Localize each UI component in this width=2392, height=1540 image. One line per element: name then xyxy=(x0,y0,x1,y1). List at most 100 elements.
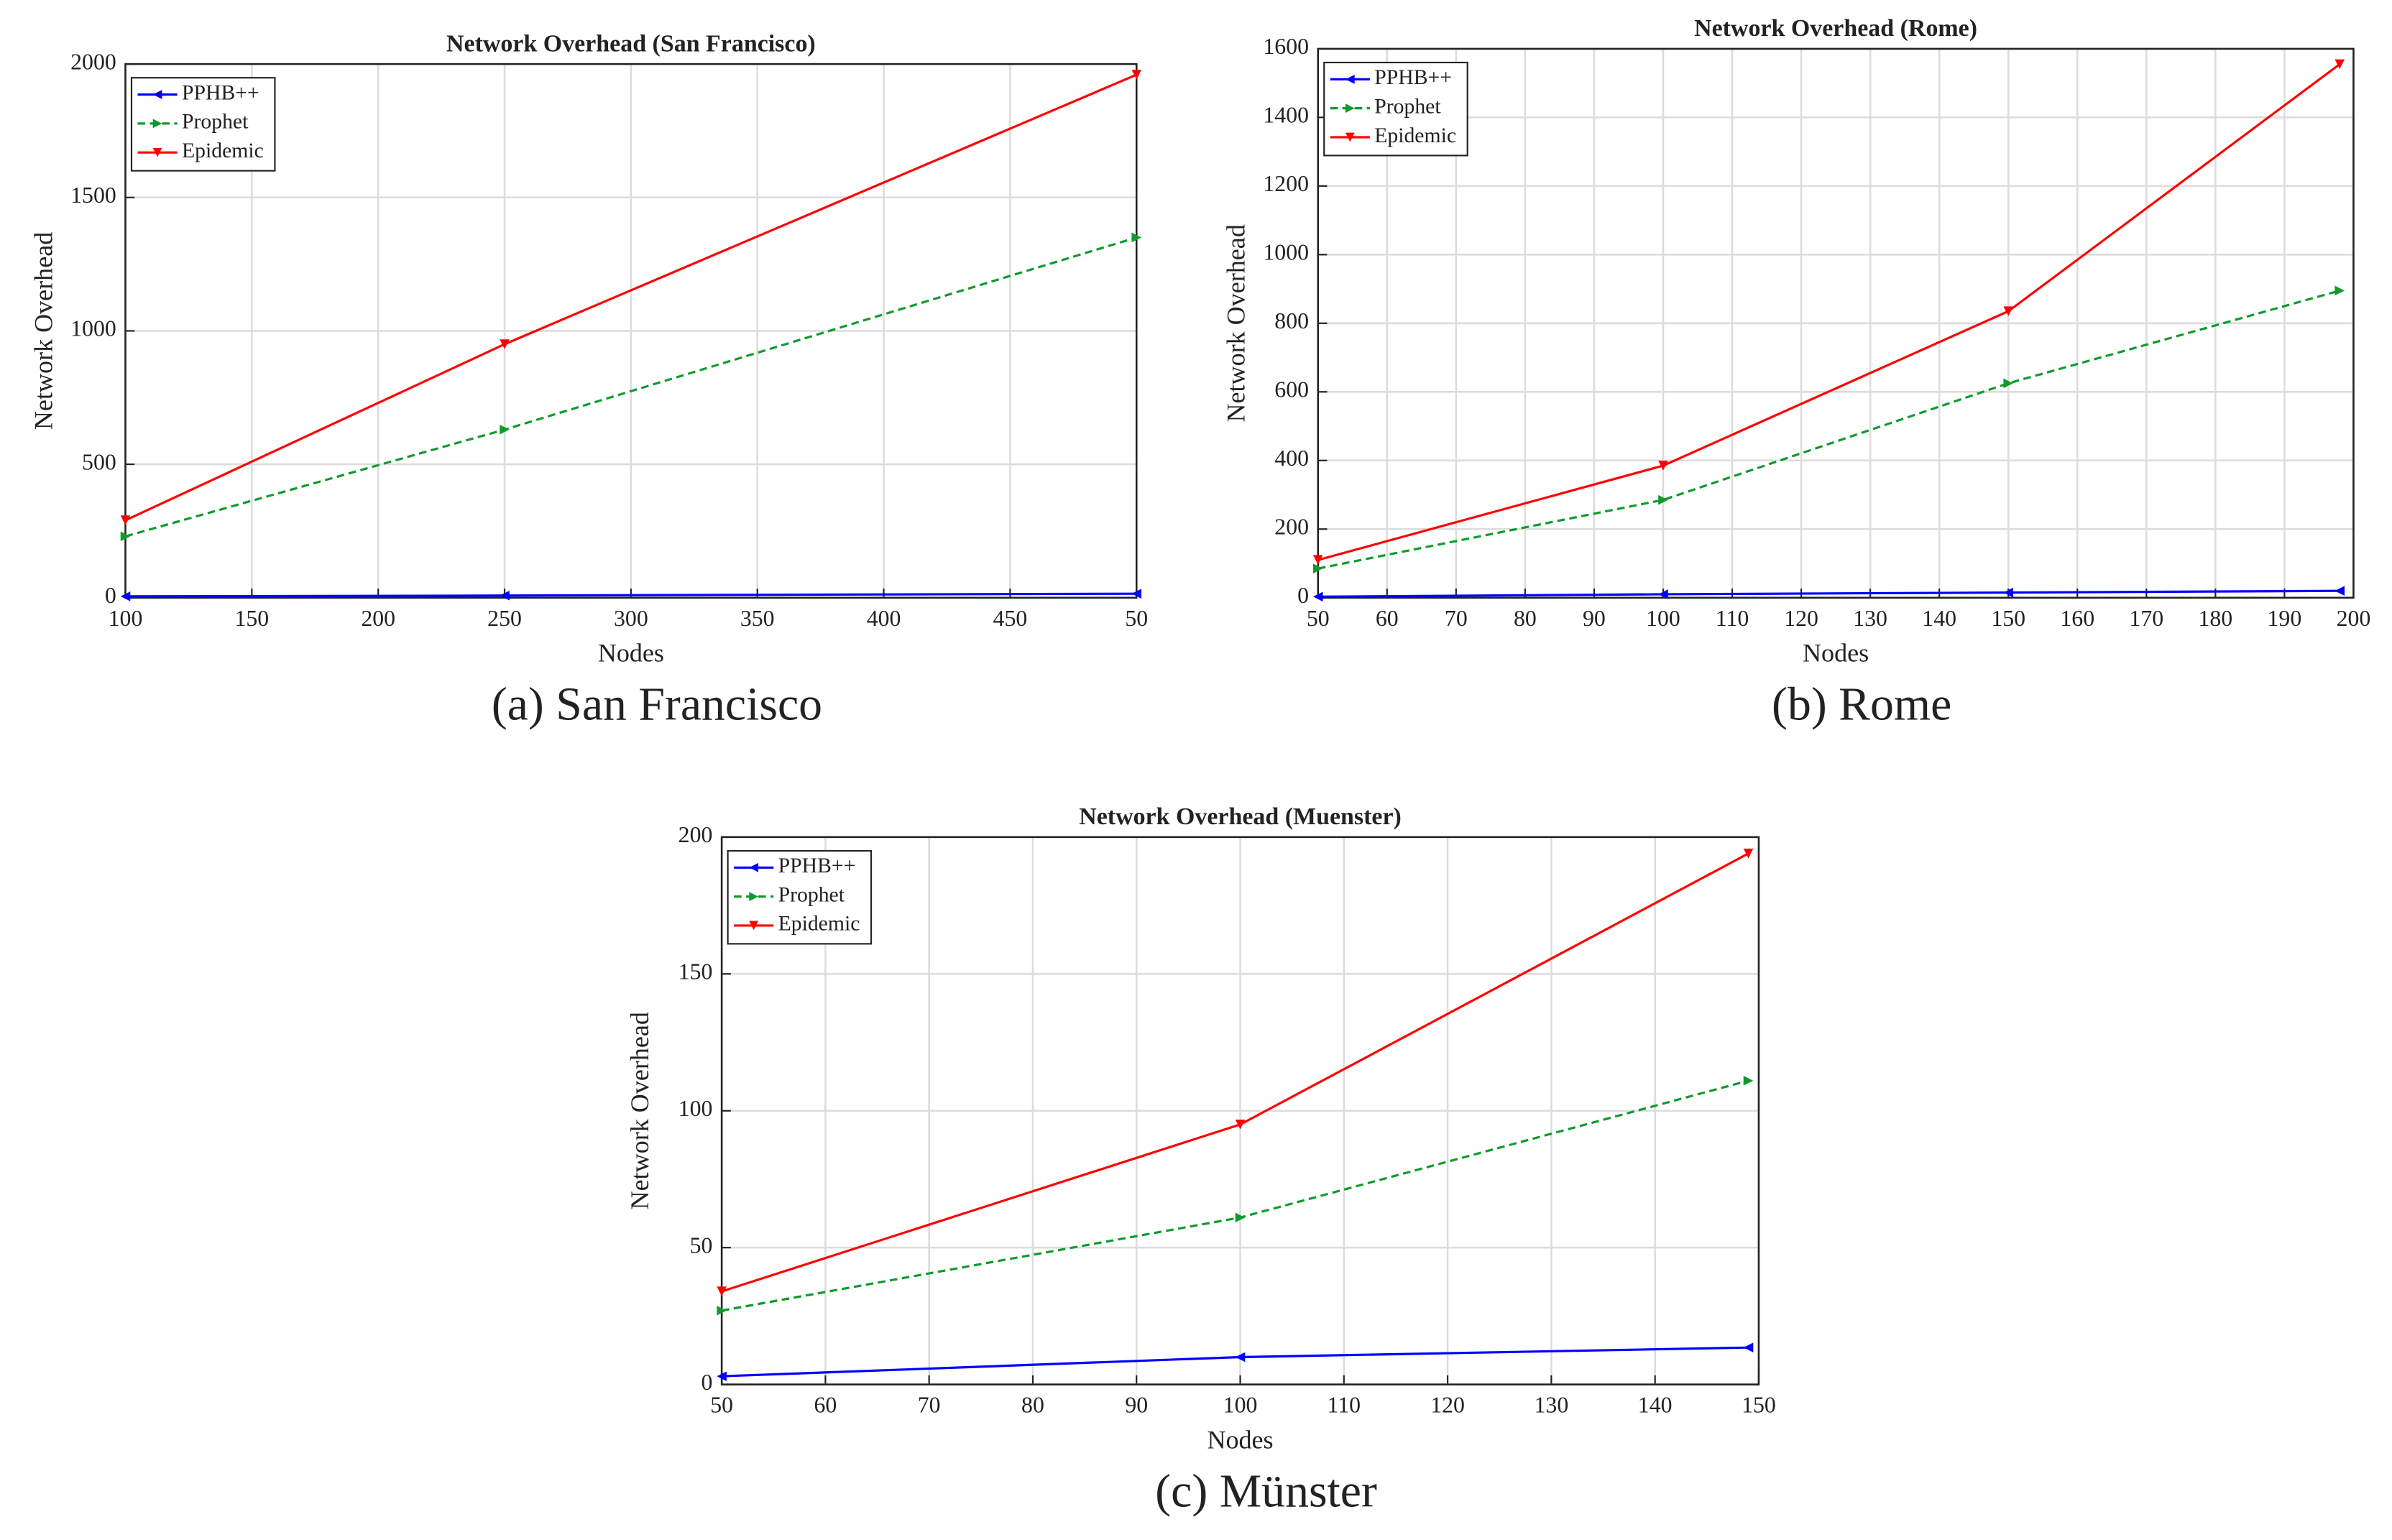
chart-title: Network Overhead (Muenster) xyxy=(1079,803,1402,830)
data-point xyxy=(717,1305,727,1316)
x-tick-label: 180 xyxy=(2198,606,2232,631)
x-tick-label: 100 xyxy=(1646,606,1680,631)
legend-marker xyxy=(152,119,162,129)
chart-title: Network Overhead (San Francisco) xyxy=(446,30,816,57)
y-tick-label: 150 xyxy=(678,959,713,985)
plot-frame xyxy=(124,63,1138,599)
x-tick-label: 250 xyxy=(487,606,522,631)
data-point xyxy=(1312,591,1323,602)
legend-label: Epidemic xyxy=(1374,124,1456,147)
y-tick-label: 1200 xyxy=(1263,171,1309,196)
x-tick-label: 120 xyxy=(1430,1393,1465,1418)
caption: (c) Münster xyxy=(1155,1465,1377,1518)
legend-label: PPHB++ xyxy=(182,81,259,104)
y-tick-label: 0 xyxy=(701,1370,712,1395)
data-point xyxy=(1743,1342,1754,1352)
y-tick-label: 800 xyxy=(1274,308,1309,333)
data-point xyxy=(1312,555,1323,566)
y-tick-label: 2000 xyxy=(70,49,116,74)
plot-frame xyxy=(720,836,1760,1385)
series-line xyxy=(1317,289,2340,570)
data-point xyxy=(120,515,131,525)
data-point xyxy=(1131,232,1142,243)
y-tick-label: 600 xyxy=(1274,377,1309,402)
legend-marker xyxy=(152,90,162,99)
x-tick-label: 150 xyxy=(1742,1393,1776,1418)
x-tick-label: 110 xyxy=(1328,1393,1361,1418)
y-tick-label: 1500 xyxy=(70,183,116,208)
caption: (a) San Francisco xyxy=(492,678,822,731)
chart: 50 60 70 80 90 100 110 120 130 140 150050100150200… xyxy=(625,803,1776,1517)
x-tick-label: 450 xyxy=(993,606,1028,631)
x-tick-label: 300 xyxy=(614,606,648,631)
legend-marker xyxy=(749,862,759,872)
x-tick-label: 80 xyxy=(1021,1393,1044,1418)
data-point xyxy=(500,425,510,435)
x-tick-label: 160 xyxy=(2060,606,2094,631)
x-tick-label: 80 xyxy=(1514,606,1537,631)
legend-marker xyxy=(1345,74,1355,84)
chart: 50 60 70 80 90 100 110 120 130 140 150 160 170 180 190… xyxy=(1222,15,2371,731)
data-point xyxy=(2003,587,2013,598)
y-tick-label: 0 xyxy=(1297,583,1309,608)
x-tick-label: 70 xyxy=(1445,606,1468,631)
y-axis-label: Network Overhead xyxy=(1222,224,1251,422)
x-tick-label: 130 xyxy=(1853,606,1887,631)
x-tick-label: 60 xyxy=(814,1393,837,1418)
y-tick-label: 1000 xyxy=(70,316,116,341)
data-point xyxy=(1312,563,1323,573)
data-point xyxy=(120,591,131,601)
x-tick-label: 170 xyxy=(2129,606,2163,631)
data-point xyxy=(1131,589,1142,599)
y-tick-label: 200 xyxy=(1274,515,1309,540)
x-tick-label: 120 xyxy=(1784,606,1818,631)
x-tick-label: 190 xyxy=(2268,606,2302,631)
legend-label: PPHB++ xyxy=(1374,66,1452,89)
x-tick-label: 150 xyxy=(1991,606,2025,631)
y-axis-label: Network Overhead xyxy=(29,232,58,430)
data-point xyxy=(120,531,131,542)
data-point xyxy=(1743,848,1754,859)
legend-marker xyxy=(1345,103,1355,114)
y-tick-label: 400 xyxy=(1274,446,1309,471)
x-tick-label: 150 xyxy=(234,606,269,631)
data-point xyxy=(717,1371,727,1381)
x-tick-label: 350 xyxy=(740,606,775,631)
data-point xyxy=(1743,1076,1754,1086)
x-axis-label: Nodes xyxy=(598,639,664,668)
x-tick-label: 50 xyxy=(710,1393,733,1418)
y-tick-label: 1600 xyxy=(1263,34,1309,59)
x-tick-label: 200 xyxy=(361,606,395,631)
x-tick-label: 90 xyxy=(1583,606,1606,631)
x-tick-label: 70 xyxy=(918,1393,941,1418)
data-point xyxy=(1131,70,1142,80)
data-point xyxy=(2334,285,2345,296)
x-tick-label: 200 xyxy=(2337,606,2371,631)
series-line xyxy=(1317,63,2341,561)
legend-label: Prophet xyxy=(182,111,249,134)
y-axis-label: Network Overhead xyxy=(625,1012,654,1209)
x-tick-label: 140 xyxy=(1922,606,1956,631)
chart: 100 150 200 250 300 350 400 450 5005001000150020… xyxy=(29,30,1148,730)
legend-marker xyxy=(749,892,759,901)
legend-marker xyxy=(749,921,759,931)
legend-label: Epidemic xyxy=(182,139,264,162)
data-point xyxy=(1658,589,1668,599)
data-point xyxy=(1235,1212,1246,1223)
x-tick-label: 100 xyxy=(109,606,143,631)
y-tick-label: 500 xyxy=(82,449,116,474)
x-tick-label: 130 xyxy=(1535,1393,1569,1418)
x-axis-label: Nodes xyxy=(1803,639,1869,668)
x-tick-label: 110 xyxy=(1716,606,1749,631)
series-line xyxy=(1317,589,2340,598)
caption: (b) Rome xyxy=(1772,678,1951,731)
data-point xyxy=(1658,494,1668,505)
x-tick-label: 100 xyxy=(1223,1393,1258,1418)
y-tick-label: 100 xyxy=(678,1096,713,1121)
x-tick-label: 60 xyxy=(1376,606,1399,631)
legend-marker xyxy=(1345,132,1355,142)
legend-label: Epidemic xyxy=(778,913,860,936)
y-tick-label: 50 xyxy=(690,1232,713,1258)
data-point xyxy=(2003,306,2013,316)
